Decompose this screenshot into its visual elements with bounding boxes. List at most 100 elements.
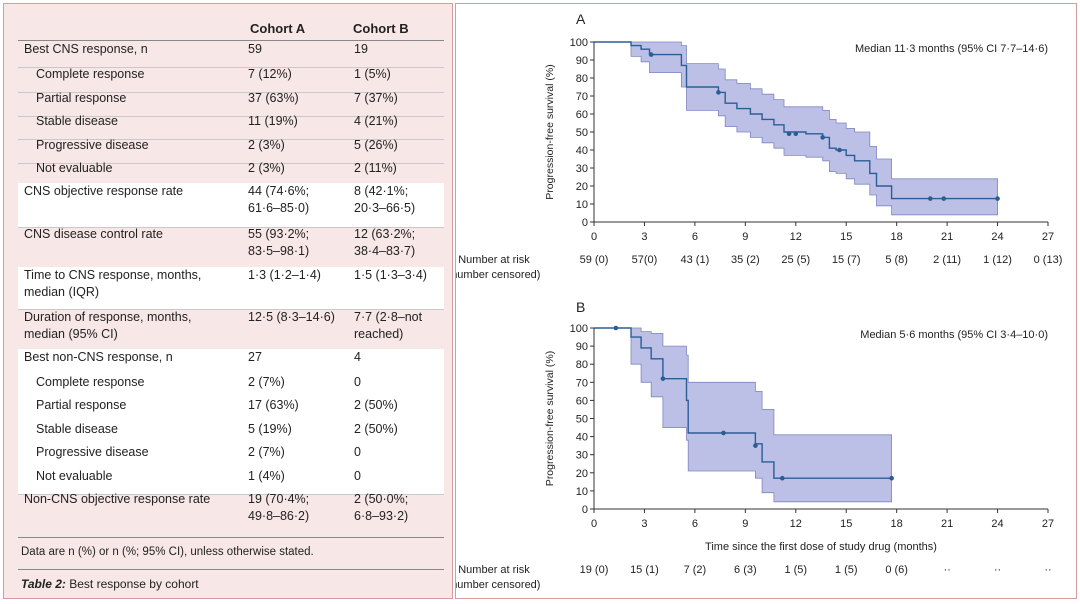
table-row: Stable disease 11 (19%) 4 (21%): [18, 113, 444, 139]
risk-value: 1 (5): [835, 564, 858, 576]
x-tick-label: 9: [742, 231, 748, 243]
table-row: Complete response 2 (7%) 0: [18, 374, 444, 400]
row-separator: [18, 67, 444, 68]
row-label: Partial response: [36, 398, 127, 412]
cohort-b-value: 12 (63·2%; 38·4–83·7): [354, 227, 416, 258]
x-tick-label: 21: [941, 231, 953, 243]
x-tick-label: 0: [591, 231, 597, 243]
header-cohort-a: Cohort A: [250, 21, 306, 36]
y-tick-label: 0: [582, 504, 588, 516]
cohort-a-value: 55 (93·2%; 83·5–98·1): [248, 227, 310, 258]
censor-mark: [753, 443, 758, 448]
y-tick-label: 50: [576, 414, 588, 426]
cohort-a-value: 37 (63%): [248, 91, 299, 105]
figure-panel: 0 10 20 30 40 50 60 70 80 90 100 0 3 6 9 12 15 18 21 24 27 A M…: [448, 3, 1077, 599]
row-separator: [18, 494, 444, 495]
survival-curve: [594, 41, 998, 200]
table-row: Best non-CNS response, n 27 4: [18, 349, 444, 375]
y-tick-label: 10: [576, 199, 588, 211]
y-tick-label: 80: [576, 359, 588, 371]
cohort-a-value: 2 (7%): [248, 445, 285, 459]
x-tick-label: 0: [591, 518, 597, 530]
x-tick-label: 6: [692, 231, 698, 243]
risk-value: 19 (0): [580, 564, 609, 576]
row-separator: [18, 227, 444, 228]
cohort-a-value: 7 (12%): [248, 67, 292, 81]
cohort-b-value: 1 (5%): [354, 67, 391, 81]
x-tick-label: 9: [742, 518, 748, 530]
table-panel: Cohort A Cohort B Best CNS response, n 59…: [3, 3, 453, 599]
row-label: CNS disease control rate: [24, 227, 163, 241]
y-tick-label: 90: [576, 55, 588, 67]
censor-mark: [716, 90, 721, 95]
table-row: Partial response 37 (63%) 7 (37%): [18, 90, 444, 116]
cohort-a-value: 11 (19%): [248, 114, 298, 128]
y-tick-label: 90: [576, 341, 588, 353]
risk-value: 6 (3): [734, 564, 757, 576]
header-cohort-b: Cohort B: [353, 21, 409, 36]
y-tick-label: 10: [576, 486, 588, 498]
x-tick-label: 6: [692, 518, 698, 530]
cohort-a-value: 17 (63%): [248, 398, 299, 412]
median-annotation: Median 11·3 months (95% CI 7·7–14·6): [855, 43, 1048, 55]
x-tick-label: 21: [941, 518, 953, 530]
table-footnote: Data are n (%) or n (%; 95% CI), unless …: [21, 546, 314, 558]
cohort-a-value: 1·3 (1·2–1·4): [248, 268, 321, 282]
row-separator: [18, 139, 444, 140]
risk-label: Number at risk: [458, 254, 530, 266]
censor-mark: [889, 475, 894, 481]
censor-mark: [793, 131, 799, 137]
cohort-a-value: 44 (74·6%; 61·6–85·0): [248, 184, 310, 215]
table-row: Complete response 7 (12%) 1 (5%): [18, 66, 444, 92]
cohort-a-value: 1 (4%): [248, 469, 285, 483]
row-label: Best non-CNS response, n: [24, 350, 173, 364]
x-tick-label: 27: [1042, 231, 1054, 243]
y-tick-label: 100: [570, 37, 588, 49]
risk-value: ··: [994, 564, 1001, 576]
y-tick-label: 60: [576, 395, 588, 407]
risk-value: 59 (0): [580, 254, 609, 266]
row-label: CNS objective response rate: [24, 184, 184, 198]
row-label: Duration of response, months, median (95%…: [24, 310, 192, 341]
table-row: Best CNS response, n 59 19: [18, 41, 444, 67]
censor-mark: [786, 131, 792, 137]
row-separator: [18, 163, 444, 164]
risk-value: 7 (2): [684, 564, 707, 576]
risk-value: ··: [1044, 564, 1051, 576]
row-label: Not evaluable: [36, 161, 113, 175]
header-rule: [18, 40, 444, 41]
x-axis-label: Time since the first dose of study drug …: [705, 541, 937, 553]
cohort-b-value: 7 (37%): [354, 91, 398, 105]
table-row: CNS objective response rate 44 (74·6%; 61…: [18, 183, 444, 227]
row-label: Stable disease: [36, 114, 119, 128]
table-row: Duration of response, months, median (95%…: [18, 309, 444, 351]
x-tick-label: 24: [991, 231, 1003, 243]
table-bottom-rule: [18, 537, 444, 538]
y-tick-label: 50: [576, 127, 588, 139]
risk-value: 1 (12): [983, 254, 1012, 266]
cohort-b-value: 0: [354, 375, 361, 389]
table-row: Partial response 17 (63%) 2 (50%): [18, 397, 444, 423]
cohort-a-value: 12·5 (8·3–14·6): [248, 310, 335, 324]
cohort-b-value: 1·5 (1·3–3·4): [354, 268, 427, 282]
panel-label: B: [576, 299, 585, 315]
cohort-a-value: 5 (19%): [248, 422, 292, 436]
censor-mark: [613, 325, 619, 331]
y-tick-label: 70: [576, 91, 588, 103]
x-tick-label: 12: [790, 518, 802, 530]
row-label: Complete response: [36, 67, 145, 81]
row-label: Not evaluable: [36, 469, 113, 483]
row-separator: [18, 116, 444, 117]
y-tick-label: 40: [576, 432, 588, 444]
table-row: Time to CNS response, months, median (IQR…: [18, 267, 444, 309]
risk-value: 0 (13): [1034, 254, 1063, 266]
cohort-b-value: 4: [354, 350, 361, 364]
censor-mark: [837, 147, 842, 153]
cohort-a-value: 27: [248, 350, 262, 364]
cohort-a-value: 2 (7%): [248, 375, 285, 389]
y-tick-label: 20: [576, 468, 588, 480]
risk-value: 1 (5): [784, 564, 807, 576]
risk-value: 5 (8): [885, 254, 908, 266]
y-tick-label: 100: [570, 323, 588, 335]
